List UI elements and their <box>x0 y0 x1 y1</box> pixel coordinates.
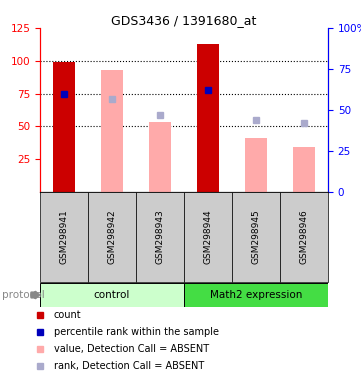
Bar <box>53 62 75 192</box>
Text: control: control <box>94 290 130 300</box>
Bar <box>197 44 219 192</box>
Text: Math2 expression: Math2 expression <box>210 290 302 300</box>
Text: GSM298942: GSM298942 <box>108 210 117 264</box>
Bar <box>149 122 171 192</box>
Bar <box>280 192 328 282</box>
Bar <box>232 192 280 282</box>
Text: GSM298946: GSM298946 <box>300 210 309 264</box>
Bar <box>136 192 184 282</box>
Text: protocol: protocol <box>2 290 44 300</box>
Bar <box>184 192 232 282</box>
Bar <box>293 147 315 192</box>
Bar <box>40 192 88 282</box>
Bar <box>245 138 267 192</box>
Text: rank, Detection Call = ABSENT: rank, Detection Call = ABSENT <box>54 361 204 371</box>
Bar <box>88 192 136 282</box>
Text: count: count <box>54 310 82 320</box>
Text: percentile rank within the sample: percentile rank within the sample <box>54 327 219 337</box>
Text: GSM298943: GSM298943 <box>156 210 165 264</box>
Text: GSM298941: GSM298941 <box>60 210 69 264</box>
Text: value, Detection Call = ABSENT: value, Detection Call = ABSENT <box>54 344 209 354</box>
Title: GDS3436 / 1391680_at: GDS3436 / 1391680_at <box>111 14 257 27</box>
Bar <box>101 70 123 192</box>
Text: GSM298944: GSM298944 <box>204 210 213 264</box>
Bar <box>184 283 328 307</box>
Text: GSM298945: GSM298945 <box>252 210 261 264</box>
Bar <box>40 283 184 307</box>
